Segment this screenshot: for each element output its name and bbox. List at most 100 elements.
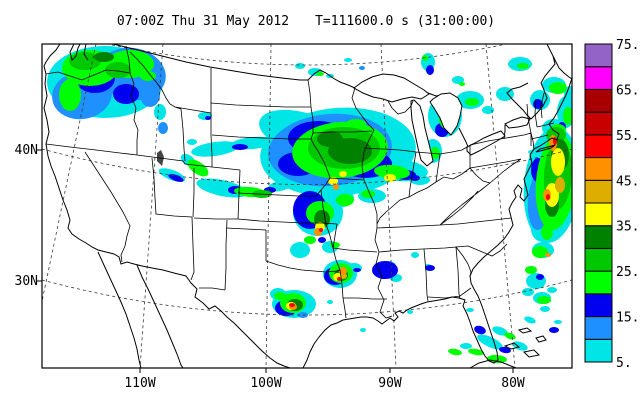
colorbar-tick-label: 75. bbox=[616, 38, 639, 53]
puget-sound bbox=[69, 44, 89, 61]
lon-axis-label: 110W bbox=[124, 376, 155, 391]
precip-cell bbox=[407, 310, 413, 314]
axis-labels: 40N 30N 110W 100W 90W 80W bbox=[15, 143, 525, 391]
precip-cell bbox=[154, 104, 166, 120]
precip-cell bbox=[532, 246, 548, 258]
precip-cell bbox=[359, 66, 365, 70]
colorbar-swatch bbox=[584, 202, 613, 227]
precip-cell bbox=[522, 288, 534, 296]
caribbean-islands bbox=[469, 327, 547, 368]
precip-cell bbox=[555, 177, 565, 193]
precip-cell bbox=[59, 79, 81, 111]
colorbar-swatch bbox=[584, 134, 613, 159]
precip-cell bbox=[551, 148, 565, 176]
precipitation-layer bbox=[47, 46, 572, 364]
precip-cell bbox=[295, 63, 305, 69]
lake-erie bbox=[466, 130, 506, 156]
precip-cell bbox=[317, 131, 343, 147]
precip-cell bbox=[168, 174, 184, 182]
gridline-80w bbox=[485, 44, 516, 368]
precip-cell bbox=[541, 224, 553, 240]
precip-cell bbox=[448, 348, 462, 356]
precip-cell bbox=[344, 58, 352, 62]
gulf-east-coast bbox=[302, 77, 572, 368]
precip-cell bbox=[187, 139, 197, 145]
colorbar-swatch bbox=[584, 225, 613, 249]
precip-cell bbox=[468, 348, 484, 356]
precip-cell bbox=[466, 308, 474, 312]
lon-axis-label: 80W bbox=[501, 376, 525, 391]
precip-cell bbox=[337, 277, 341, 281]
precip-cell bbox=[482, 106, 494, 114]
precip-cell bbox=[205, 116, 211, 120]
precip-cell bbox=[512, 341, 528, 351]
colorbar-swatch bbox=[584, 43, 613, 68]
precip-cell bbox=[545, 253, 551, 257]
precip-cell bbox=[232, 144, 248, 150]
precip-cell bbox=[549, 327, 559, 333]
colorbar-tick-label: 35. bbox=[616, 220, 639, 235]
precip-cell bbox=[328, 177, 338, 185]
colorbar-tick-label: 65. bbox=[616, 83, 639, 98]
colorbar-tick-label: 15. bbox=[616, 311, 639, 326]
precip-cell bbox=[353, 268, 361, 272]
state-border-lines bbox=[45, 45, 555, 319]
precip-cell bbox=[563, 107, 572, 125]
precip-cell bbox=[460, 343, 472, 349]
precip-cell bbox=[474, 325, 486, 335]
precip-cell bbox=[339, 267, 347, 275]
precip-cell bbox=[333, 184, 339, 190]
precip-cell bbox=[537, 296, 551, 304]
precip-cell bbox=[158, 122, 168, 134]
precip-cell bbox=[536, 274, 544, 280]
precip-cell bbox=[452, 76, 464, 84]
precip-cell bbox=[336, 194, 354, 206]
colorbar-swatch bbox=[584, 316, 613, 340]
precip-cell bbox=[94, 52, 114, 62]
state-borders bbox=[45, 45, 555, 319]
gridline-100w bbox=[265, 44, 272, 368]
gridline-110w bbox=[139, 44, 164, 368]
colorbar-swatch bbox=[584, 111, 613, 136]
precip-cell bbox=[547, 287, 557, 293]
precip-cell bbox=[545, 183, 559, 207]
precip-cell bbox=[327, 300, 333, 304]
colorbar-swatch bbox=[584, 338, 613, 363]
precip-cell bbox=[318, 237, 326, 243]
precip-cell bbox=[465, 98, 479, 106]
precip-cell bbox=[374, 164, 410, 180]
precip-cell bbox=[361, 190, 375, 198]
precip-cell bbox=[430, 147, 440, 159]
precip-cell bbox=[187, 159, 209, 177]
precip-cell bbox=[411, 252, 419, 258]
colorbar-swatch bbox=[584, 293, 613, 318]
lon-axis-label: 90W bbox=[378, 376, 402, 391]
us-coastline bbox=[43, 44, 572, 368]
precip-cell bbox=[499, 346, 511, 354]
plot-valid-time: 07:00Z Thu 31 May 2012 bbox=[116, 14, 290, 29]
precip-cell bbox=[339, 171, 347, 177]
precip-cell bbox=[274, 292, 286, 300]
gridline-120w bbox=[42, 44, 97, 304]
precip-cell bbox=[360, 328, 366, 332]
lake-michigan bbox=[410, 99, 434, 167]
colorbar-tick-label: 25. bbox=[616, 265, 639, 280]
mexico-coast bbox=[97, 251, 184, 368]
precip-cell bbox=[525, 266, 537, 274]
plot-forecast-time: T=111600.0 s (31:00:00) bbox=[315, 14, 496, 29]
precip-cell bbox=[524, 316, 536, 324]
precip-cell bbox=[140, 71, 156, 81]
precip-cell bbox=[113, 84, 139, 104]
precip-cell bbox=[346, 119, 366, 129]
precip-cell bbox=[305, 297, 315, 303]
colorbar-swatch bbox=[584, 179, 613, 204]
lake-ontario bbox=[504, 116, 531, 129]
canada-border-west bbox=[112, 44, 356, 89]
plot-title: 07:00Z Thu 31 May 2012 T=111600.0 s (31:0… bbox=[0, 14, 612, 29]
precip-cell bbox=[459, 82, 465, 86]
precip-cell bbox=[554, 320, 562, 324]
lon-axis-label: 100W bbox=[250, 376, 281, 391]
colorbar-swatch bbox=[584, 66, 613, 90]
